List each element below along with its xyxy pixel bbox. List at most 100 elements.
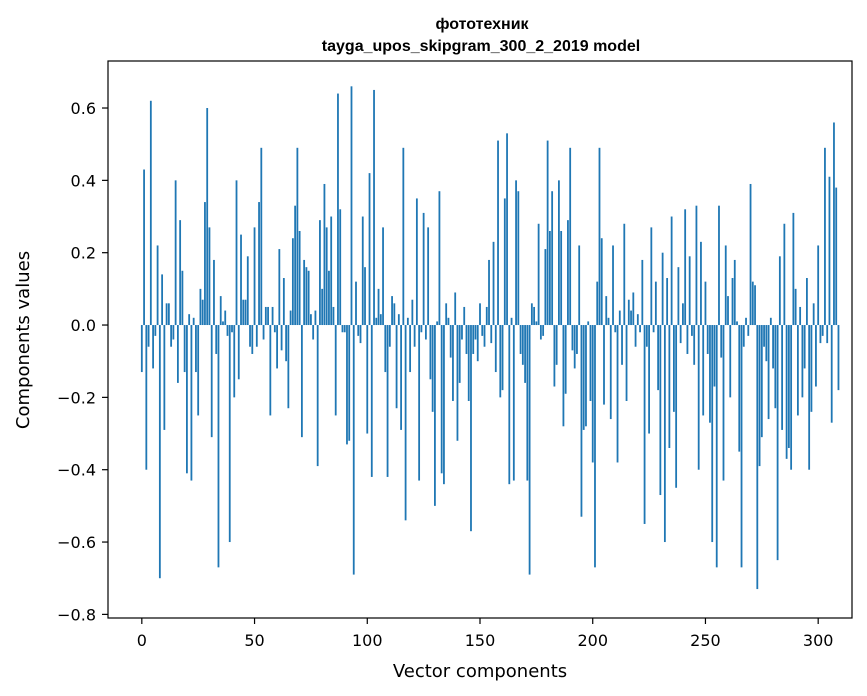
- bar: [499, 325, 502, 398]
- bar: [837, 325, 840, 391]
- bar: [447, 317, 450, 326]
- bar: [165, 303, 168, 326]
- bar: [474, 325, 477, 340]
- bar: [298, 230, 301, 326]
- bar: [722, 325, 725, 481]
- bar: [494, 325, 497, 373]
- bar: [497, 140, 499, 326]
- bar: [582, 325, 585, 430]
- bar: [623, 223, 626, 326]
- bar: [600, 238, 603, 326]
- bar: [167, 303, 170, 326]
- bar: [657, 325, 660, 391]
- bar: [224, 310, 227, 326]
- bar: [366, 325, 369, 434]
- bar: [370, 325, 373, 477]
- bar: [749, 183, 752, 326]
- bar: [510, 317, 513, 326]
- bar: [454, 292, 457, 326]
- bar: [413, 325, 416, 347]
- bar: [199, 288, 202, 326]
- bar: [548, 230, 551, 326]
- bar: [431, 325, 434, 412]
- x-tick-label: 150: [465, 631, 496, 650]
- bar: [402, 147, 405, 326]
- bar: [386, 325, 389, 477]
- bar: [355, 281, 357, 326]
- bar: [684, 209, 687, 326]
- bar: [587, 321, 590, 326]
- bar: [156, 245, 159, 326]
- bar: [603, 325, 605, 405]
- bar: [580, 325, 583, 517]
- bar: [188, 314, 191, 326]
- bar: [605, 296, 608, 326]
- bar: [618, 310, 621, 326]
- bar: [799, 306, 802, 326]
- bar: [704, 281, 707, 326]
- bar: [506, 133, 508, 326]
- bar: [456, 325, 459, 441]
- bar: [233, 325, 236, 398]
- bar: [397, 314, 400, 326]
- bar: [147, 325, 150, 347]
- bar: [183, 325, 186, 373]
- bar: [255, 325, 258, 347]
- bar: [740, 325, 743, 568]
- bar: [765, 325, 768, 362]
- bar: [260, 147, 263, 326]
- bar: [251, 325, 254, 354]
- bar: [280, 325, 283, 351]
- bar: [501, 325, 504, 391]
- bar: [539, 325, 542, 340]
- x-tick-label: 300: [803, 631, 834, 650]
- bar: [810, 325, 813, 412]
- bar: [530, 303, 533, 326]
- bar: [573, 325, 576, 369]
- bar: [806, 278, 808, 326]
- bar: [830, 325, 833, 423]
- bar: [659, 325, 662, 496]
- bar: [576, 325, 578, 354]
- bar: [517, 191, 520, 326]
- bar: [824, 147, 826, 326]
- bar: [609, 325, 612, 420]
- bar: [616, 325, 619, 463]
- bar: [650, 227, 653, 326]
- bar: [158, 325, 161, 579]
- bar: [767, 325, 770, 420]
- bar: [215, 325, 218, 354]
- bar: [519, 325, 522, 354]
- bar: [781, 325, 784, 430]
- bar: [688, 256, 691, 326]
- bar: [163, 325, 166, 430]
- bar: [411, 299, 414, 326]
- bar: [310, 314, 312, 326]
- bar: [729, 325, 732, 398]
- bar: [348, 325, 351, 441]
- bar: [553, 325, 556, 387]
- bar: [400, 325, 402, 430]
- bar: [483, 325, 486, 347]
- bar: [772, 325, 774, 369]
- bar: [636, 314, 639, 326]
- bar: [490, 325, 493, 344]
- bar: [357, 325, 360, 336]
- bar: [691, 325, 693, 336]
- bar: [476, 325, 479, 362]
- bar: [226, 325, 229, 336]
- bar: [282, 278, 285, 326]
- bar: [571, 325, 574, 351]
- bar: [589, 325, 592, 401]
- bar: [461, 325, 463, 340]
- bar: [819, 325, 822, 344]
- bar: [192, 317, 195, 326]
- bar: [521, 325, 524, 365]
- bar: [564, 325, 567, 394]
- bar: [803, 325, 806, 369]
- bar: [465, 325, 468, 354]
- bars-group: [140, 86, 840, 590]
- bar: [470, 325, 472, 532]
- bar: [544, 249, 547, 326]
- bar: [377, 288, 380, 326]
